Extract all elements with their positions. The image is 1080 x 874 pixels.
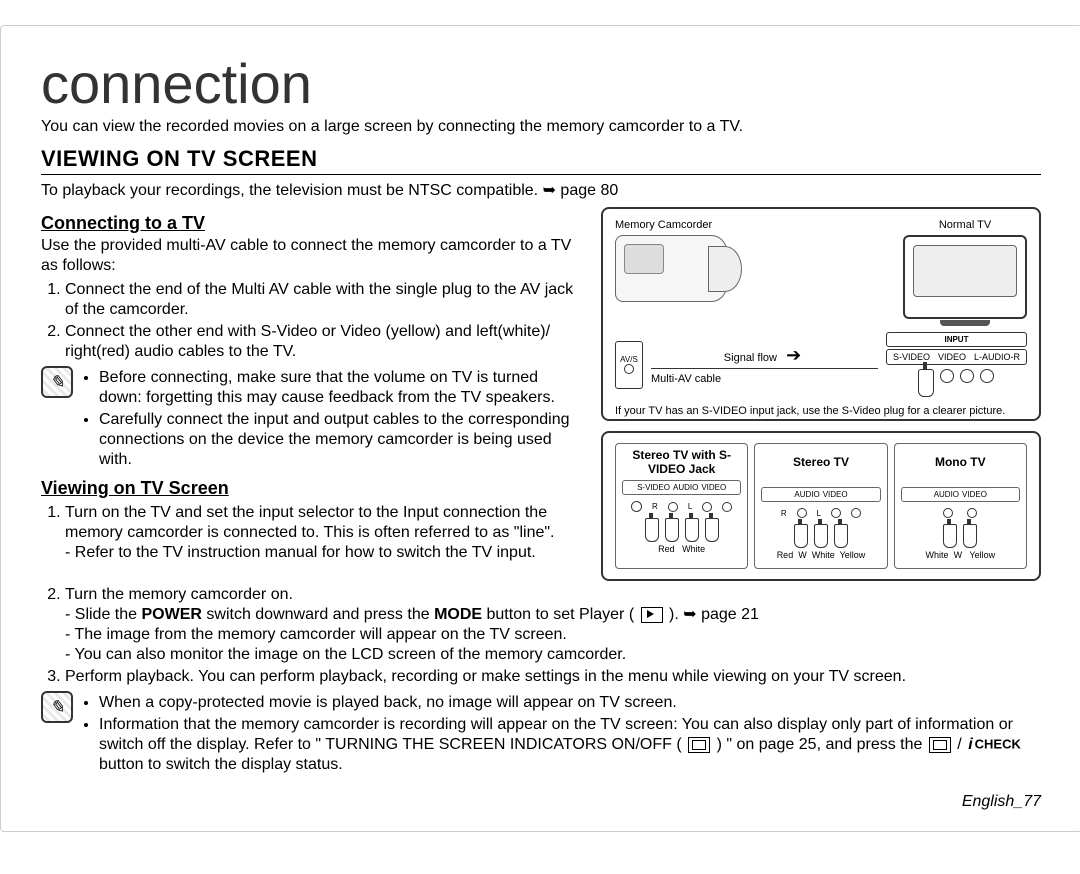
note1-list: Before connecting, make sure that the vo…: [81, 366, 585, 472]
connect-intro: Use the provided multi-AV cable to conne…: [41, 236, 585, 276]
page-footer: English_77: [41, 793, 1041, 811]
note1-bullet: Carefully connect the input and output c…: [99, 410, 585, 470]
player-icon: [641, 607, 663, 623]
subhead-connecting: Connecting to a TV: [41, 213, 585, 234]
note2-bullet: Information that the memory camcorder is…: [99, 715, 1041, 775]
tv-icon: [903, 235, 1027, 319]
left-column: Connecting to a TV Use the provided mult…: [41, 207, 585, 581]
section-heading: VIEWING ON TV SCREEN: [41, 146, 1041, 175]
rca-plugs: [886, 369, 1027, 397]
view-step-1: Turn on the TV and set the input selecto…: [65, 503, 585, 563]
note-icon: ✎: [41, 366, 73, 398]
tv-type-stereo: Stereo TV AUDIO VIDEO R L: [754, 443, 887, 569]
note1-bullet: Before connecting, make sure that the vo…: [99, 368, 585, 408]
manual-page: connection You can view the recorded mov…: [0, 25, 1080, 832]
note2-bullet: When a copy-protected movie is played ba…: [99, 693, 1041, 713]
arrow-icon: ➔: [786, 345, 799, 366]
step-sub: - The image from the memory camcorder wi…: [65, 625, 1041, 645]
view-steps-cont: Turn the memory camcorder on. - Slide th…: [41, 585, 1041, 687]
display-icon: [688, 737, 710, 753]
svideo-note: If your TV has an S-VIDEO input jack, us…: [615, 405, 1027, 417]
tv-types-diagram: Stereo TV with S-VIDEO Jack S-VIDEO AUDI…: [601, 431, 1041, 581]
av-jack-icon: AV/S: [615, 341, 643, 389]
subhead-viewing: Viewing on TV Screen: [41, 478, 585, 499]
tv-input-panel: INPUT: [886, 332, 1027, 347]
tv-type-svideo: Stereo TV with S-VIDEO Jack S-VIDEO AUDI…: [615, 443, 748, 569]
step-sub: - You can also monitor the image on the …: [65, 645, 1041, 665]
display-icon: [929, 737, 951, 753]
note-block-1: ✎ Before connecting, make sure that the …: [41, 366, 585, 472]
note-block-2: ✎ When a copy-protected movie is played …: [41, 691, 1041, 777]
view-step-3: Perform playback. You can perform playba…: [65, 667, 1041, 687]
view-step-2: Turn the memory camcorder on. - Slide th…: [65, 585, 1041, 665]
note-icon: ✎: [41, 691, 73, 723]
connection-diagram: Memory Camcorder Normal TV AV/S: [601, 207, 1041, 421]
tv-ports: S-VIDEO VIDEO L-AUDIO-R: [886, 349, 1027, 365]
view-steps: Turn on the TV and set the input selecto…: [41, 503, 585, 563]
section-text: To playback your recordings, the televis…: [41, 181, 1041, 201]
right-column: Memory Camcorder Normal TV AV/S: [601, 207, 1041, 581]
connect-step-2: Connect the other end with S-Video or Vi…: [65, 322, 585, 362]
label-multi-av: Multi-AV cable: [651, 373, 878, 385]
note2-list: When a copy-protected movie is played ba…: [81, 691, 1041, 777]
label-signal-flow: Signal flow: [724, 352, 777, 364]
intro-text: You can view the recorded movies on a la…: [41, 118, 1041, 136]
step-text: Turn the memory camcorder on.: [65, 586, 293, 603]
chapter-title: connection: [41, 56, 1041, 112]
label-camcorder: Memory Camcorder: [615, 219, 727, 231]
tv-stand: [940, 320, 990, 326]
camcorder-icon: [615, 235, 727, 302]
label-tv: Normal TV: [903, 219, 1027, 231]
step-sub: - Slide the POWER switch downward and pr…: [65, 605, 1041, 625]
connect-step-1: Connect the end of the Multi AV cable wi…: [65, 280, 585, 320]
connect-steps: Connect the end of the Multi AV cable wi…: [41, 280, 585, 362]
tv-type-mono: Mono TV AUDIO VIDEO Wh: [894, 443, 1027, 569]
step-sub: - Refer to the TV instruction manual for…: [65, 543, 585, 563]
i-icon: i: [968, 736, 972, 753]
step-text: Turn on the TV and set the input selecto…: [65, 504, 555, 541]
